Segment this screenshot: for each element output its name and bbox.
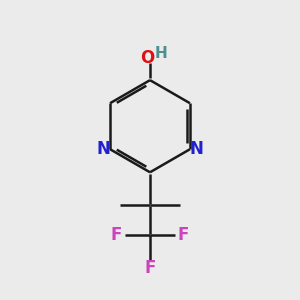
Text: F: F — [111, 226, 122, 244]
Text: F: F — [178, 226, 189, 244]
Text: N: N — [190, 140, 203, 158]
Text: N: N — [97, 140, 110, 158]
Text: F: F — [144, 259, 156, 277]
Text: O: O — [140, 49, 155, 67]
Text: H: H — [155, 46, 168, 61]
